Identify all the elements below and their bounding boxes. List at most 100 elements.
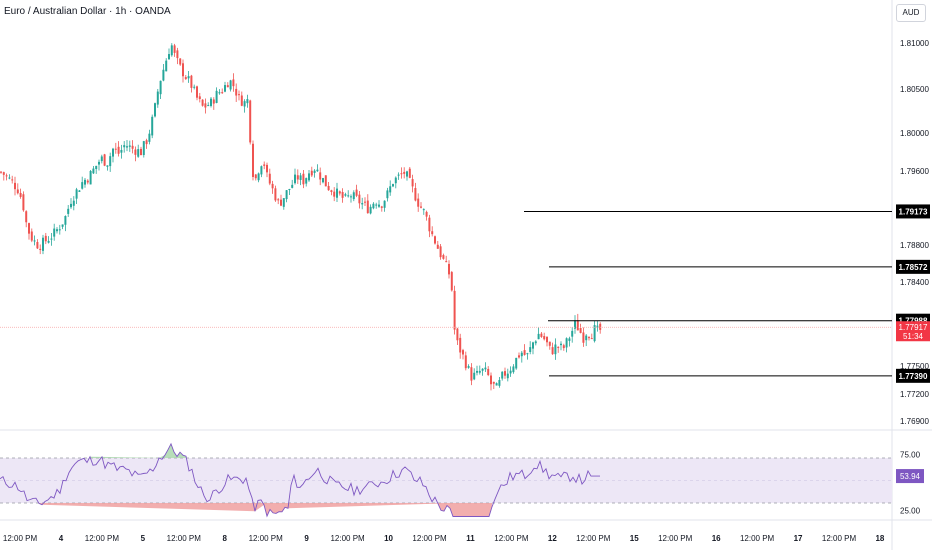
candle-body xyxy=(134,149,137,155)
candle-body xyxy=(403,171,406,174)
candle-body xyxy=(151,116,154,136)
price-tick-label: 1.78400 xyxy=(900,278,929,287)
candle-body xyxy=(464,355,467,369)
candle-body xyxy=(579,328,582,333)
candle-body xyxy=(120,149,123,153)
candle-body xyxy=(551,347,554,355)
time-axis-label: 4 xyxy=(59,534,64,543)
candle-body xyxy=(145,140,148,145)
candle-body xyxy=(198,96,201,100)
time-axis-label: 12:00 PM xyxy=(249,534,284,543)
time-axis-label: 12 xyxy=(548,534,557,543)
candle-body xyxy=(39,248,42,250)
candle-body xyxy=(229,80,232,90)
candle-body xyxy=(476,370,478,373)
candle-body xyxy=(109,156,112,167)
price-tick-label: 1.76900 xyxy=(900,417,929,426)
candle-body xyxy=(369,206,372,214)
time-axis-label: 12:00 PM xyxy=(658,534,693,543)
candle-body xyxy=(56,229,58,232)
candle-body xyxy=(361,203,364,205)
candle-body xyxy=(467,366,470,368)
candle-body xyxy=(288,188,291,190)
candle-body xyxy=(235,88,238,96)
candle-body xyxy=(406,171,408,177)
candle-body xyxy=(179,58,182,65)
candle-body xyxy=(352,192,355,200)
current-price-badge xyxy=(896,321,930,342)
candle-body xyxy=(249,100,252,143)
time-axis-label: 12:00 PM xyxy=(822,534,857,543)
candle-body xyxy=(588,337,590,339)
candle-body xyxy=(103,154,106,166)
candle-body xyxy=(392,184,394,187)
candle-body xyxy=(5,175,8,177)
candle-body xyxy=(154,103,156,117)
time-axis-label: 17 xyxy=(794,534,803,543)
candle-body xyxy=(271,183,274,189)
candle-body xyxy=(201,99,204,106)
candle-body xyxy=(562,345,565,349)
candle-body xyxy=(207,105,210,107)
candle-body xyxy=(397,174,400,176)
candle-body xyxy=(330,190,333,193)
candle-body xyxy=(215,90,218,103)
candle-body xyxy=(131,145,134,149)
candle-body xyxy=(347,195,350,197)
candle-body xyxy=(243,101,246,107)
rsi-line xyxy=(0,442,600,518)
candle-body xyxy=(389,186,392,193)
candle-body xyxy=(422,209,425,211)
candle-body xyxy=(53,228,56,237)
candle-body xyxy=(364,201,366,203)
candle-body xyxy=(338,191,341,194)
candle-body xyxy=(257,173,260,181)
candle-body xyxy=(123,145,126,148)
candle-body xyxy=(14,182,16,190)
candle-body xyxy=(280,199,282,206)
candle-body xyxy=(156,91,159,105)
candle-body xyxy=(434,236,436,244)
candle-body xyxy=(95,165,98,170)
currency-button[interactable]: AUD xyxy=(896,4,926,22)
rsi-value-badge xyxy=(896,469,924,484)
candle-body xyxy=(420,206,422,208)
candle-body xyxy=(302,173,305,185)
time-axis-label: 11 xyxy=(466,534,475,543)
time-axis-label: 12:00 PM xyxy=(740,534,775,543)
candle-body xyxy=(400,173,403,175)
candle-body xyxy=(341,192,344,198)
rsi-value-label: 53.94 xyxy=(900,472,921,481)
candle-body xyxy=(263,164,266,166)
candle-body xyxy=(436,244,439,249)
candle-body xyxy=(176,50,179,59)
candle-body xyxy=(417,198,420,207)
candle-body xyxy=(509,370,512,374)
price-tick-label: 1.77200 xyxy=(900,390,929,399)
candle-body xyxy=(462,350,464,355)
candle-body xyxy=(532,342,534,349)
candle-body xyxy=(560,343,562,346)
candle-body xyxy=(350,196,352,198)
candle-body xyxy=(554,344,557,355)
candle-body xyxy=(58,229,61,231)
candle-body xyxy=(75,189,78,199)
candle-body xyxy=(274,188,277,201)
candle-body xyxy=(64,215,67,225)
candle-body xyxy=(408,168,411,178)
candle-body xyxy=(16,189,19,194)
candle-body xyxy=(537,333,540,340)
time-axis-label: 12:00 PM xyxy=(85,534,120,543)
candle-body xyxy=(159,80,162,95)
candle-body xyxy=(291,184,294,188)
candle-body xyxy=(355,189,358,196)
candle-body xyxy=(310,170,313,176)
candle-body xyxy=(582,332,585,343)
candle-body xyxy=(70,203,72,208)
candle-body xyxy=(529,347,532,352)
candle-body xyxy=(240,95,243,106)
time-axis-label: 9 xyxy=(304,534,309,543)
time-axis-label: 10 xyxy=(384,534,393,543)
candle-body xyxy=(316,169,319,172)
